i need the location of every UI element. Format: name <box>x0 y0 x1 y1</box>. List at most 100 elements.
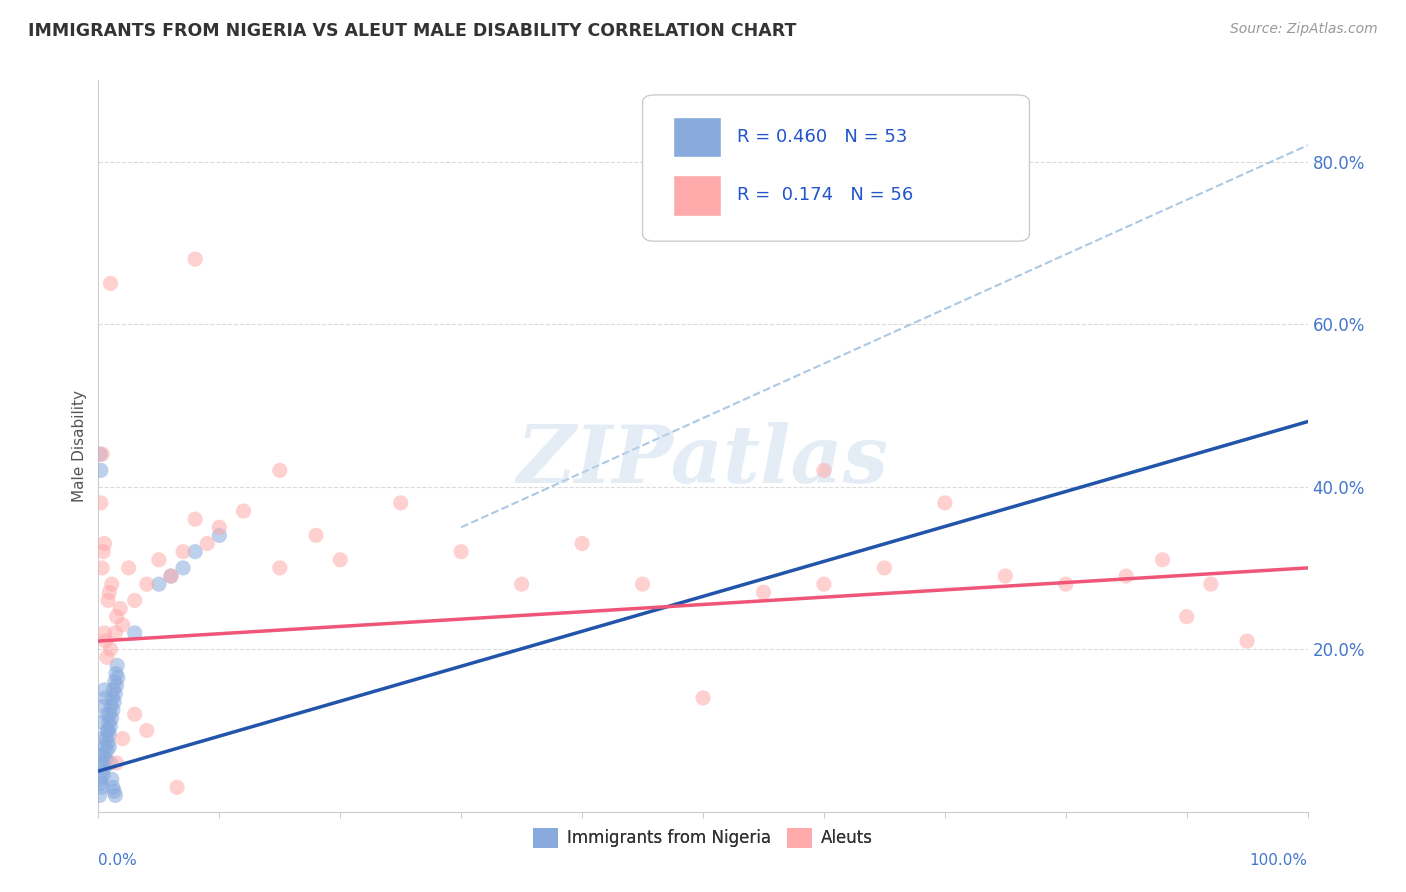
Point <box>269 463 291 477</box>
Point <box>450 544 472 558</box>
Point <box>1175 609 1198 624</box>
Point <box>1152 553 1174 567</box>
Point <box>93 682 115 697</box>
Point <box>90 463 112 477</box>
Point <box>208 520 231 534</box>
Point <box>631 577 654 591</box>
Point <box>510 577 533 591</box>
Point <box>103 682 125 697</box>
Point <box>101 690 124 705</box>
Point <box>91 699 114 714</box>
Point <box>104 687 127 701</box>
Point <box>100 577 122 591</box>
Point <box>89 789 111 803</box>
Point <box>100 277 122 291</box>
Point <box>104 666 127 681</box>
Point <box>90 731 112 746</box>
Point <box>100 711 122 725</box>
Point <box>91 768 114 782</box>
Point <box>160 569 183 583</box>
Text: 0.0%: 0.0% <box>98 854 138 868</box>
Point <box>91 544 114 558</box>
Point <box>692 690 714 705</box>
Point <box>389 496 412 510</box>
Point <box>111 731 134 746</box>
Point <box>184 544 207 558</box>
Point <box>104 789 127 803</box>
Point <box>184 512 207 526</box>
Point <box>124 626 146 640</box>
Text: R = 0.460   N = 53: R = 0.460 N = 53 <box>737 128 907 145</box>
Text: IMMIGRANTS FROM NIGERIA VS ALEUT MALE DISABILITY CORRELATION CHART: IMMIGRANTS FROM NIGERIA VS ALEUT MALE DI… <box>28 22 796 40</box>
Point <box>135 723 157 738</box>
Point <box>93 747 115 762</box>
Point <box>813 463 835 477</box>
Point <box>100 699 122 714</box>
Point <box>104 674 127 689</box>
Point <box>96 744 118 758</box>
Point <box>873 561 896 575</box>
Point <box>104 626 127 640</box>
Point <box>1199 577 1222 591</box>
Point <box>160 569 183 583</box>
Point <box>96 707 118 722</box>
Point <box>94 739 117 754</box>
Text: Source: ZipAtlas.com: Source: ZipAtlas.com <box>1230 22 1378 37</box>
Point <box>329 553 352 567</box>
Point <box>124 593 146 607</box>
FancyBboxPatch shape <box>673 117 721 157</box>
Point <box>93 626 115 640</box>
Point <box>103 784 125 798</box>
Point <box>111 617 134 632</box>
Point <box>934 496 956 510</box>
Point <box>100 772 122 787</box>
Point <box>91 715 114 730</box>
Point <box>135 577 157 591</box>
Text: ZIPatlas: ZIPatlas <box>517 422 889 500</box>
Point <box>100 642 122 657</box>
Point <box>105 609 128 624</box>
Point <box>101 703 124 717</box>
Point <box>100 719 122 733</box>
Point <box>97 593 120 607</box>
Point <box>98 707 121 722</box>
Point <box>98 585 121 599</box>
Legend: Immigrants from Nigeria, Aleuts: Immigrants from Nigeria, Aleuts <box>527 821 879 855</box>
Point <box>96 650 118 665</box>
Point <box>108 601 131 615</box>
Point <box>1115 569 1137 583</box>
Point <box>101 780 124 795</box>
Point <box>184 252 207 266</box>
Point <box>118 561 141 575</box>
Point <box>91 756 114 770</box>
Point <box>934 170 956 185</box>
Point <box>97 715 120 730</box>
Point <box>195 536 218 550</box>
Point <box>89 447 111 461</box>
Point <box>269 561 291 575</box>
Point <box>172 561 194 575</box>
Point <box>91 780 114 795</box>
Point <box>97 723 120 738</box>
Point <box>1236 634 1258 648</box>
Point <box>94 634 117 648</box>
Point <box>571 536 593 550</box>
Point <box>90 496 112 510</box>
Point <box>124 707 146 722</box>
Point <box>148 577 170 591</box>
Point <box>105 679 128 693</box>
Point <box>100 756 122 770</box>
Point <box>93 760 115 774</box>
Point <box>172 544 194 558</box>
Text: R =  0.174   N = 56: R = 0.174 N = 56 <box>737 186 912 204</box>
Point <box>94 690 117 705</box>
Point <box>105 756 128 770</box>
Point <box>305 528 328 542</box>
Point <box>166 780 188 795</box>
Point <box>94 752 117 766</box>
Point <box>90 776 112 790</box>
Point <box>97 736 120 750</box>
FancyBboxPatch shape <box>643 95 1029 241</box>
Point <box>1054 577 1077 591</box>
Point <box>208 528 231 542</box>
